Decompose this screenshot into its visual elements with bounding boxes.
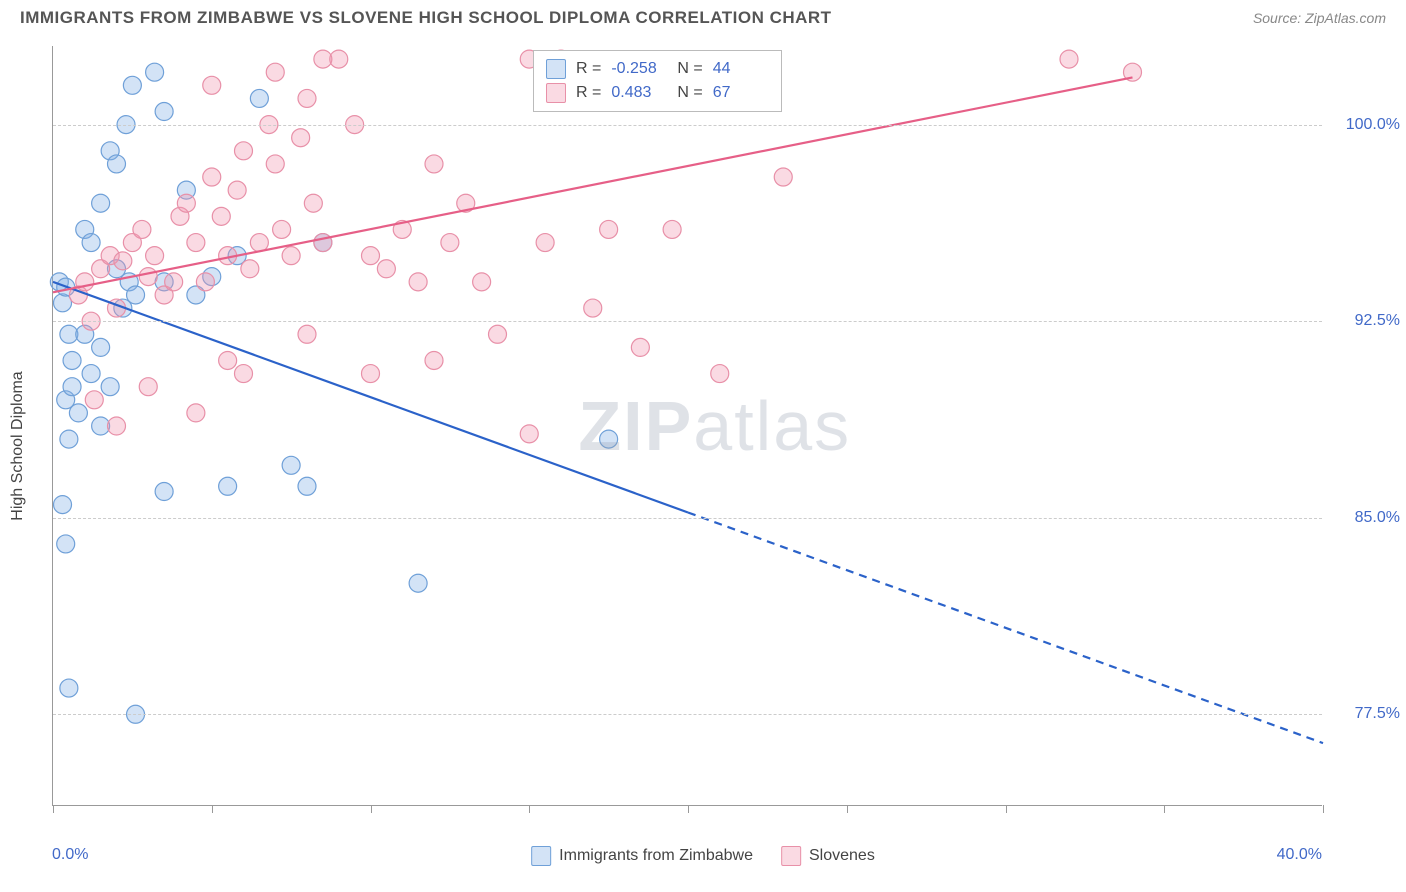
n-label: N = [677, 60, 702, 78]
stats-legend-box: R = -0.258 N = 44 R = 0.483 N = 67 [533, 50, 782, 112]
x-tick [1323, 805, 1324, 813]
n-label: N = [677, 84, 702, 102]
gridline [53, 321, 1322, 322]
stats-swatch-2 [546, 83, 566, 103]
x-tick [1164, 805, 1165, 813]
x-tick [371, 805, 372, 813]
r-value-1: -0.258 [611, 60, 667, 78]
x-tick [847, 805, 848, 813]
n-value-2: 67 [713, 84, 769, 102]
x-tick [529, 805, 530, 813]
x-axis-max-label: 40.0% [1277, 846, 1322, 864]
gridline [53, 714, 1322, 715]
legend-item-1: Immigrants from Zimbabwe [531, 846, 753, 866]
x-tick [688, 805, 689, 813]
legend-swatch-1 [531, 846, 551, 866]
y-tick-label: 92.5% [1355, 312, 1400, 330]
legend-swatch-2 [781, 846, 801, 866]
legend-label-1: Immigrants from Zimbabwe [559, 847, 753, 865]
r-value-2: 0.483 [611, 84, 667, 102]
x-tick [1006, 805, 1007, 813]
r-label: R = [576, 60, 601, 78]
stats-row-series2: R = 0.483 N = 67 [546, 81, 769, 105]
x-axis-min-label: 0.0% [52, 846, 88, 864]
n-value-1: 44 [713, 60, 769, 78]
chart-plot-area: ZIPatlas R = -0.258 N = 44 R = 0.483 N =… [52, 46, 1322, 806]
x-tick [212, 805, 213, 813]
gridline [53, 518, 1322, 519]
stats-row-series1: R = -0.258 N = 44 [546, 57, 769, 81]
y-tick-label: 100.0% [1346, 116, 1400, 134]
y-axis-label: High School Diploma [9, 371, 27, 520]
scatter-plot-svg [53, 46, 1322, 805]
r-label: R = [576, 84, 601, 102]
x-tick [53, 805, 54, 813]
legend-item-2: Slovenes [781, 846, 875, 866]
legend-label-2: Slovenes [809, 847, 875, 865]
chart-title: IMMIGRANTS FROM ZIMBABWE VS SLOVENE HIGH… [20, 8, 832, 28]
stats-swatch-1 [546, 59, 566, 79]
bottom-legend: Immigrants from Zimbabwe Slovenes [531, 846, 875, 866]
source-attribution: Source: ZipAtlas.com [1253, 10, 1386, 26]
y-tick-label: 85.0% [1355, 509, 1400, 527]
gridline [53, 125, 1322, 126]
y-tick-label: 77.5% [1355, 705, 1400, 723]
